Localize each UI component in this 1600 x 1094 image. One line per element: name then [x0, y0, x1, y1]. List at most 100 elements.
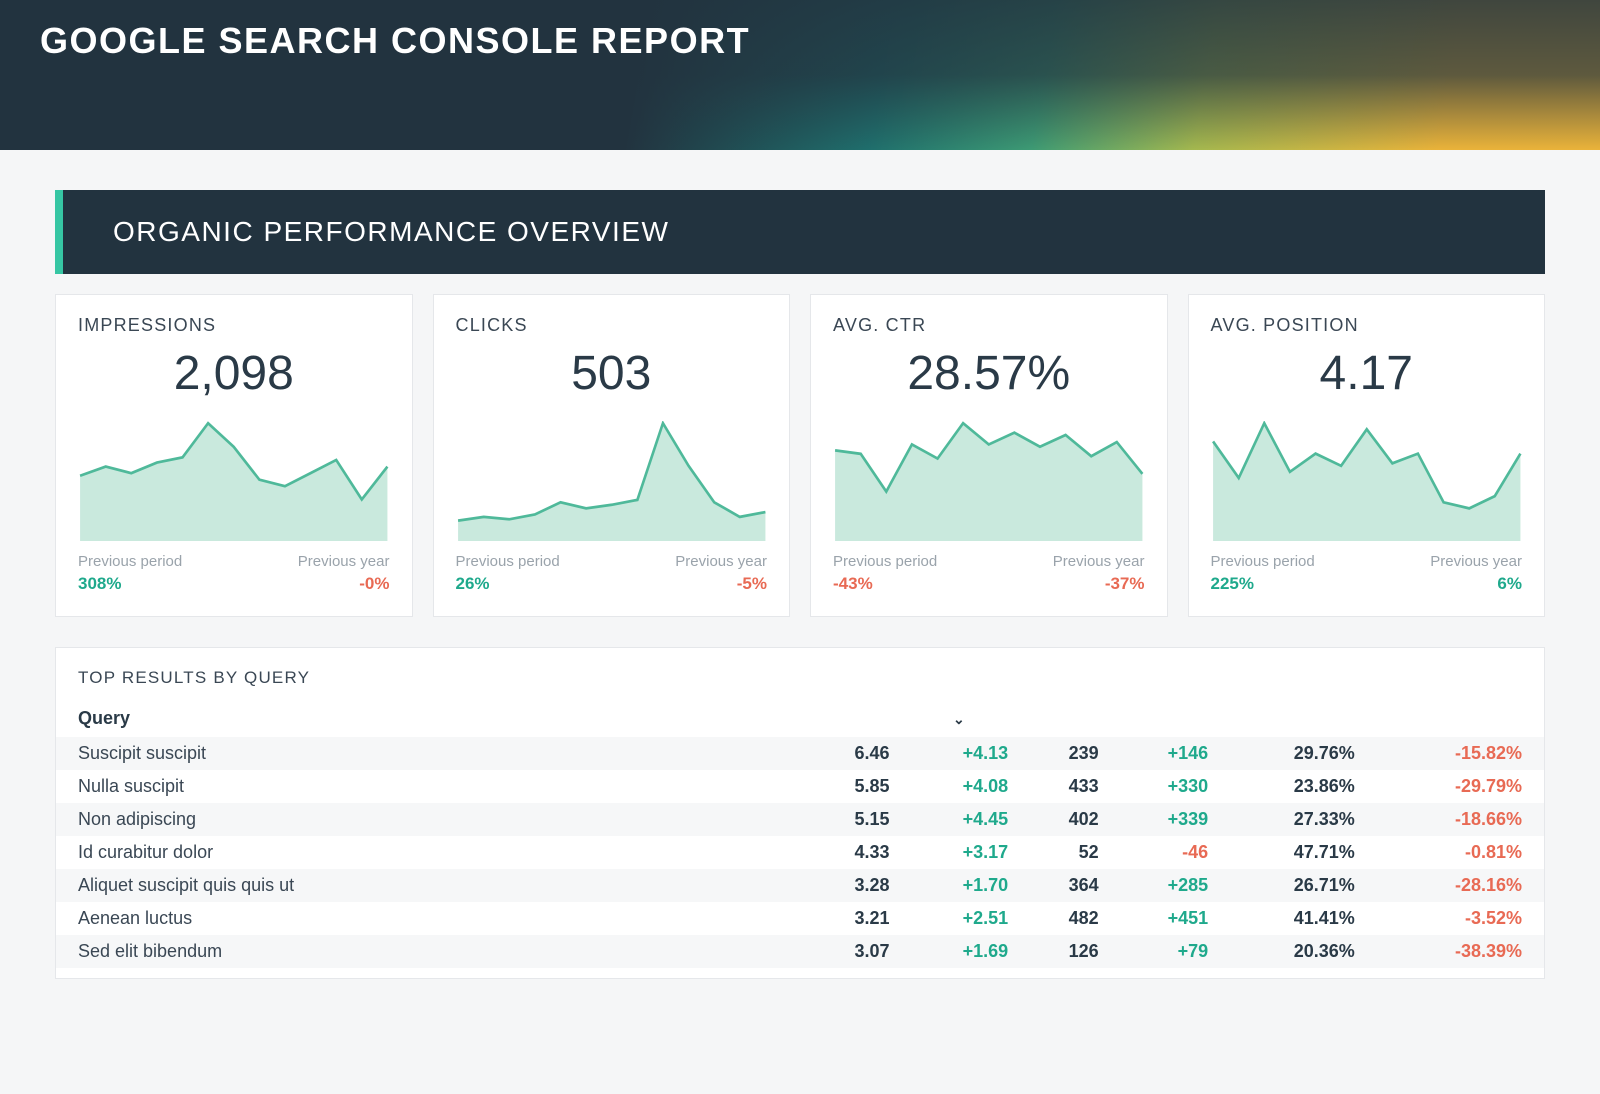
cell-metric2: 52	[1018, 836, 1109, 869]
table-row[interactable]: Sed elit bibendum 3.07 +1.69 126 +79 20.…	[56, 935, 1544, 968]
table-row[interactable]: Aenean luctus 3.21 +2.51 482 +451 41.41%…	[56, 902, 1544, 935]
report-header: GOOGLE SEARCH CONSOLE REPORT	[0, 0, 1600, 150]
cell-delta1: +3.17	[900, 836, 1019, 869]
sparkline-chart	[456, 421, 768, 541]
cell-metric1: 3.28	[800, 869, 900, 902]
cell-delta2: +451	[1109, 902, 1219, 935]
cell-delta2: +79	[1109, 935, 1219, 968]
metric-value: 2,098	[78, 346, 390, 401]
prev-period-value: 26%	[456, 574, 560, 594]
cell-query: Aliquet suscipit quis quis ut	[56, 869, 800, 902]
prev-period-value: 308%	[78, 574, 182, 594]
cell-metric3: 29.76%	[1218, 737, 1365, 770]
cell-metric1: 6.46	[800, 737, 900, 770]
cell-metric2: 364	[1018, 869, 1109, 902]
metric-card: AVG. POSITION 4.17 Previous period 225% …	[1188, 294, 1546, 617]
column-header-query[interactable]: Query	[56, 700, 800, 737]
metric-footer: Previous period 26% Previous year -5%	[456, 553, 768, 594]
metric-card: CLICKS 503 Previous period 26% Previous …	[433, 294, 791, 617]
sparkline-chart	[78, 421, 390, 541]
cell-delta1: +2.51	[900, 902, 1019, 935]
prev-period: Previous period 308%	[78, 553, 182, 594]
cell-query: Non adipiscing	[56, 803, 800, 836]
prev-year-value: -5%	[675, 574, 767, 594]
section-title: ORGANIC PERFORMANCE OVERVIEW	[113, 216, 669, 247]
cell-delta3: -0.81%	[1365, 836, 1544, 869]
cell-delta1: +4.45	[900, 803, 1019, 836]
metric-label: AVG. POSITION	[1211, 315, 1523, 336]
metric-label: IMPRESSIONS	[78, 315, 390, 336]
prev-period: Previous period 225%	[1211, 553, 1315, 594]
cell-delta2: +339	[1109, 803, 1219, 836]
prev-year-label: Previous year	[1430, 553, 1522, 570]
cell-metric2: 402	[1018, 803, 1109, 836]
prev-period-label: Previous period	[456, 553, 560, 570]
prev-year-value: -37%	[1053, 574, 1145, 594]
metric-card: AVG. CTR 28.57% Previous period -43% Pre…	[810, 294, 1168, 617]
cell-metric3: 23.86%	[1218, 770, 1365, 803]
metric-footer: Previous period -43% Previous year -37%	[833, 553, 1145, 594]
metric-cards-grid: IMPRESSIONS 2,098 Previous period 308% P…	[55, 294, 1545, 617]
cell-query: Aenean luctus	[56, 902, 800, 935]
cell-delta3: -3.52%	[1365, 902, 1544, 935]
cell-metric2: 482	[1018, 902, 1109, 935]
cell-metric2: 433	[1018, 770, 1109, 803]
table-row[interactable]: Non adipiscing 5.15 +4.45 402 +339 27.33…	[56, 803, 1544, 836]
cell-metric1: 4.33	[800, 836, 900, 869]
cell-metric2: 126	[1018, 935, 1109, 968]
prev-period: Previous period -43%	[833, 553, 937, 594]
prev-year: Previous year 6%	[1430, 553, 1522, 594]
metric-value: 28.57%	[833, 346, 1145, 401]
prev-period-label: Previous period	[833, 553, 937, 570]
cell-metric1: 5.15	[800, 803, 900, 836]
prev-period: Previous period 26%	[456, 553, 560, 594]
cell-metric3: 20.36%	[1218, 935, 1365, 968]
prev-period-label: Previous period	[1211, 553, 1315, 570]
metric-label: AVG. CTR	[833, 315, 1145, 336]
cell-delta3: -28.16%	[1365, 869, 1544, 902]
metric-value: 4.17	[1211, 346, 1523, 401]
prev-period-label: Previous period	[78, 553, 182, 570]
cell-query: Id curabitur dolor	[56, 836, 800, 869]
sparkline-chart	[1211, 421, 1523, 541]
prev-year: Previous year -37%	[1053, 553, 1145, 594]
cell-delta1: +4.13	[900, 737, 1019, 770]
metric-value: 503	[456, 346, 768, 401]
prev-year-label: Previous year	[675, 553, 767, 570]
prev-year-value: -0%	[298, 574, 390, 594]
cell-delta3: -38.39%	[1365, 935, 1544, 968]
section-title-bar: ORGANIC PERFORMANCE OVERVIEW	[55, 190, 1545, 274]
table-row[interactable]: Nulla suscipit 5.85 +4.08 433 +330 23.86…	[56, 770, 1544, 803]
cell-query: Nulla suscipit	[56, 770, 800, 803]
prev-year-value: 6%	[1430, 574, 1522, 594]
cell-metric3: 41.41%	[1218, 902, 1365, 935]
table-row[interactable]: Id curabitur dolor 4.33 +3.17 52 -46 47.…	[56, 836, 1544, 869]
metric-card: IMPRESSIONS 2,098 Previous period 308% P…	[55, 294, 413, 617]
cell-delta3: -29.79%	[1365, 770, 1544, 803]
sort-indicator[interactable]: ⌄	[900, 700, 1019, 737]
cell-query: Sed elit bibendum	[56, 935, 800, 968]
cell-delta1: +1.70	[900, 869, 1019, 902]
prev-year: Previous year -5%	[675, 553, 767, 594]
cell-delta3: -18.66%	[1365, 803, 1544, 836]
prev-year: Previous year -0%	[298, 553, 390, 594]
table-row[interactable]: Suscipit suscipit 6.46 +4.13 239 +146 29…	[56, 737, 1544, 770]
cell-metric2: 239	[1018, 737, 1109, 770]
prev-period-value: -43%	[833, 574, 937, 594]
cell-delta1: +1.69	[900, 935, 1019, 968]
query-table-section: TOP RESULTS BY QUERY Query ⌄ Suscipit su…	[55, 647, 1545, 979]
cell-metric1: 5.85	[800, 770, 900, 803]
content-area: ORGANIC PERFORMANCE OVERVIEW IMPRESSIONS…	[0, 150, 1600, 979]
table-row[interactable]: Aliquet suscipit quis quis ut 3.28 +1.70…	[56, 869, 1544, 902]
cell-metric3: 26.71%	[1218, 869, 1365, 902]
table-title: TOP RESULTS BY QUERY	[56, 668, 1544, 700]
cell-metric1: 3.07	[800, 935, 900, 968]
report-title: GOOGLE SEARCH CONSOLE REPORT	[40, 20, 1560, 62]
cell-delta2: -46	[1109, 836, 1219, 869]
prev-year-label: Previous year	[298, 553, 390, 570]
prev-period-value: 225%	[1211, 574, 1315, 594]
cell-delta1: +4.08	[900, 770, 1019, 803]
sparkline-chart	[833, 421, 1145, 541]
cell-metric1: 3.21	[800, 902, 900, 935]
cell-metric3: 47.71%	[1218, 836, 1365, 869]
